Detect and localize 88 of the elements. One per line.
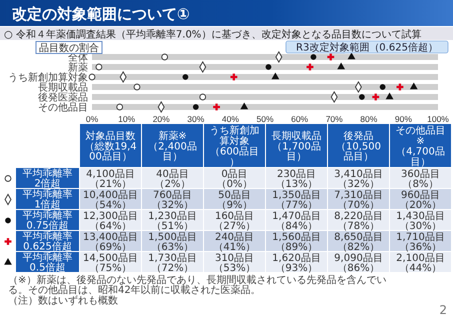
text: 50品目（9%） bbox=[216, 190, 252, 211]
text: 4,100品目（21%） bbox=[86, 169, 135, 190]
text: 12,300品目（64%） bbox=[83, 211, 138, 232]
point bbox=[396, 84, 404, 90]
point bbox=[266, 64, 272, 70]
y-tick-label: 新薬 bbox=[68, 62, 88, 74]
x-tick-label: 10% bbox=[118, 114, 136, 124]
text: （※）新薬は、後発品のない先発品であり、長期間収載されている先発品を含んでいる。その他品目は、昭和42年以前に収載された医薬品。 bbox=[8, 274, 386, 296]
text: 1,430品目（30%） bbox=[396, 211, 445, 232]
text: 1,470品目（84%） bbox=[272, 211, 321, 232]
text: その他品目※（4,700品目） bbox=[396, 124, 446, 168]
text: 13,400品目（69%） bbox=[83, 232, 138, 253]
text: 8,650品目（82%） bbox=[334, 232, 383, 253]
text: 960品目（20%） bbox=[399, 190, 442, 211]
point bbox=[161, 54, 168, 60]
text: 3,410品目（32%） bbox=[334, 169, 383, 190]
text: 1,350品目（77%） bbox=[272, 190, 321, 211]
text: 40品目（2%） bbox=[154, 169, 190, 190]
point bbox=[380, 84, 386, 90]
text: 1,620品目（93%） bbox=[272, 253, 321, 274]
annotation: R3改定対象範囲（0.625倍超） bbox=[296, 42, 438, 54]
point bbox=[116, 104, 124, 110]
point bbox=[134, 84, 140, 90]
y-tick-label: その他品目 bbox=[38, 102, 88, 114]
text: 1,230品目（51%） bbox=[148, 211, 197, 232]
text: 長期収載品（1,700品目） bbox=[272, 130, 322, 163]
point bbox=[410, 82, 418, 90]
text: 新薬※（2,400品目） bbox=[148, 130, 197, 163]
x-tick-label: 40% bbox=[222, 114, 240, 124]
text: 310品目（53%） bbox=[213, 253, 256, 274]
legend-label: 平均乖離率0.5倍超 bbox=[22, 252, 72, 274]
text: 760品目（32%） bbox=[151, 190, 194, 211]
text: 10,400品目（54%） bbox=[83, 190, 138, 211]
text: 160品目（27%） bbox=[213, 211, 256, 232]
annotation: 品目数の割合 bbox=[39, 42, 99, 54]
point bbox=[230, 74, 238, 80]
text: 14,500品目（75%） bbox=[83, 253, 138, 274]
point bbox=[213, 104, 220, 110]
point bbox=[306, 64, 314, 70]
legend-label: 平均乖離率1倍超 bbox=[22, 188, 72, 210]
x-tick-label: 60% bbox=[291, 114, 309, 124]
text: 230品目（13%） bbox=[275, 169, 318, 190]
point bbox=[182, 74, 188, 80]
text: 9,090品目（86%） bbox=[334, 253, 383, 274]
legend-label: 平均乖離率2倍超 bbox=[22, 168, 72, 190]
text: （注）数はいずれも概数 bbox=[8, 294, 118, 306]
legend-label: 平均乖離率0.625倍超 bbox=[22, 230, 72, 252]
x-tick-label: 50% bbox=[256, 114, 274, 124]
point bbox=[272, 72, 280, 80]
x-tick-label: 100% bbox=[427, 114, 450, 124]
x-tick-label: 20% bbox=[152, 114, 170, 124]
text: 0品目（0%） bbox=[216, 169, 252, 190]
point bbox=[199, 94, 206, 100]
text: 2 bbox=[439, 303, 447, 317]
text: 1,560品目（89%） bbox=[272, 232, 321, 253]
text: 後発品（10,500品目） bbox=[336, 130, 381, 163]
y-tick-label: うち新創加算対象 bbox=[8, 72, 88, 84]
text: うち新創加算対象（600品目） bbox=[210, 124, 260, 168]
point bbox=[337, 62, 345, 70]
x-tick-label: 90% bbox=[394, 114, 412, 124]
text: 2,100品目（44%） bbox=[396, 253, 445, 274]
x-tick-label: 0% bbox=[86, 114, 99, 124]
text: 360品目（8%） bbox=[400, 169, 440, 190]
point bbox=[88, 74, 96, 80]
point bbox=[310, 54, 316, 60]
legend-label: 平均乖離率0.75倍超 bbox=[22, 210, 72, 232]
point bbox=[240, 102, 248, 110]
x-tick-label: 30% bbox=[187, 114, 205, 124]
chart-subtitle: ○ 令和４年薬価調査結果（平均乖離率7.0%）に基づき、改定対象となる品目数について試算 bbox=[4, 28, 422, 40]
point bbox=[192, 104, 199, 110]
text: 1,730品目（72%） bbox=[148, 253, 197, 274]
text: 8,220品目（78%） bbox=[334, 211, 383, 232]
text: 240品目（41%） bbox=[213, 232, 256, 253]
x-tick-label: 80% bbox=[360, 114, 378, 124]
point bbox=[359, 94, 365, 100]
y-tick-label: 後発医薬品 bbox=[38, 92, 88, 104]
text: 1,500品目（63%） bbox=[148, 232, 197, 253]
point bbox=[372, 94, 380, 100]
y-tick-label: 長期収載品 bbox=[38, 82, 88, 94]
chart-title: 改定の対象範囲について① bbox=[12, 5, 190, 23]
text: 1,710品目（36%） bbox=[396, 232, 445, 253]
text: 7,310品目（70%） bbox=[334, 190, 383, 211]
point bbox=[327, 54, 334, 60]
point bbox=[348, 52, 356, 60]
point bbox=[386, 92, 394, 100]
x-tick-label: 70% bbox=[326, 114, 344, 124]
text: 対象品目数（総数19,400品目） bbox=[84, 130, 137, 163]
point bbox=[96, 64, 102, 70]
